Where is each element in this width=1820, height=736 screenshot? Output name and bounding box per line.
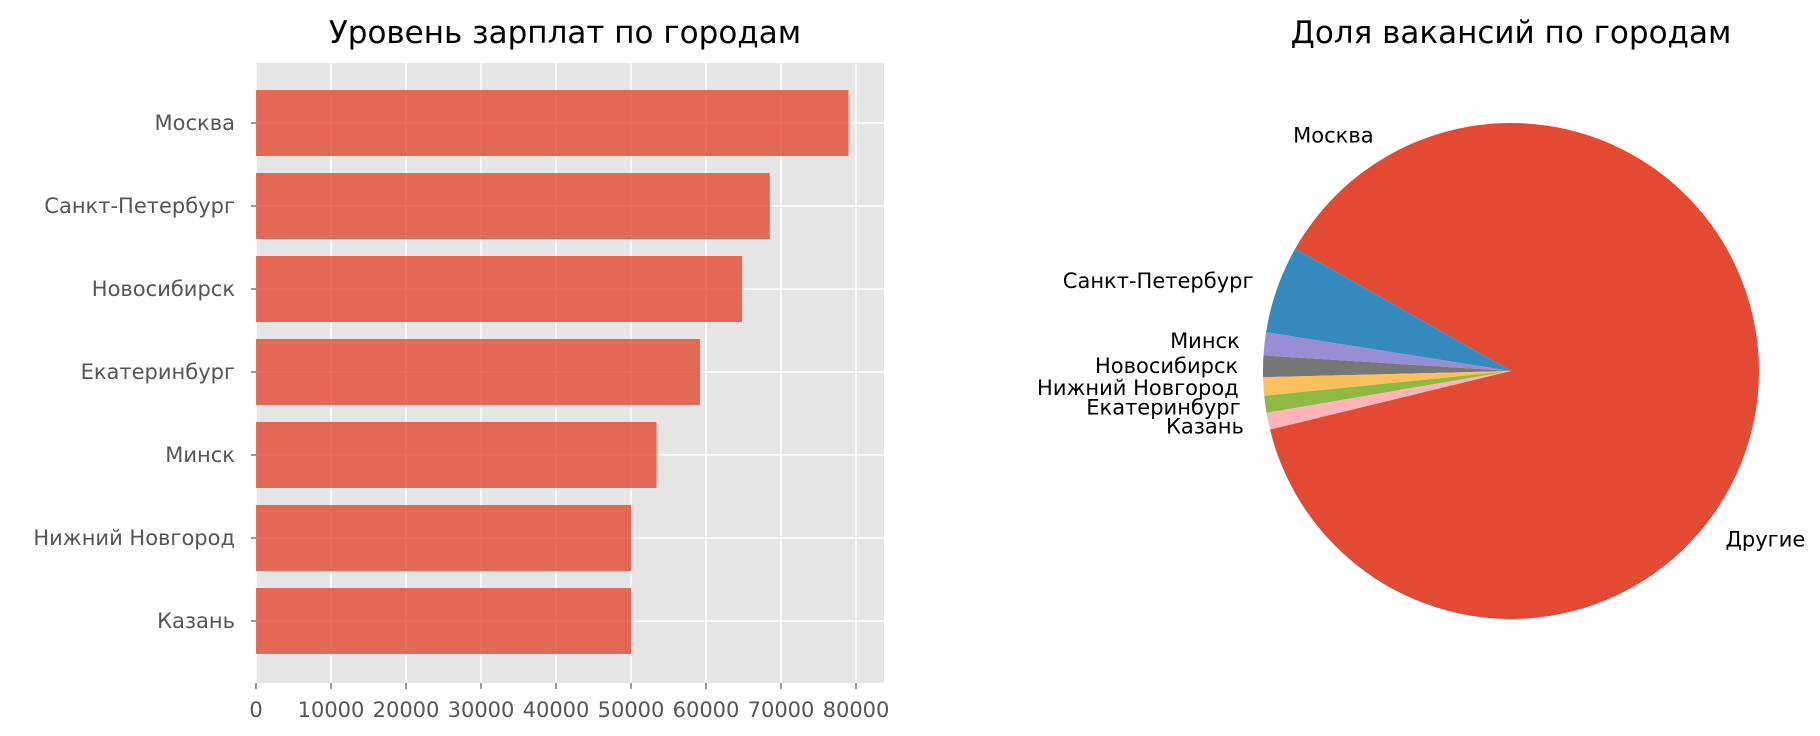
x-tick-labels: 0 10000 20000 30000 40000 50000 60000 70000 8000… xyxy=(249,683,889,722)
pie-slice-новосибирск xyxy=(1263,355,1511,378)
pie-label-нижний-новгород: Нижний Новгород xyxy=(1037,376,1239,400)
pie-slice-санкт-петербург xyxy=(1266,248,1511,371)
y-tick-label: Новосибирск xyxy=(92,277,235,301)
bar-санкт-петербург xyxy=(256,173,770,239)
pie-label-екатеринбург: Екатеринбург xyxy=(1086,396,1240,420)
bar-казань xyxy=(256,588,631,654)
pie-slice-нижний-новгород xyxy=(1263,371,1511,396)
x-tick-label: 10000 xyxy=(298,698,365,722)
x-tick-label: 20000 xyxy=(373,698,440,722)
pie-slice-екатеринбург xyxy=(1264,371,1511,413)
salary-bar-chart: Уровень зарплат по городам Москва Санкт-П… xyxy=(33,15,889,722)
y-tick-label: Москва xyxy=(155,111,235,135)
y-tick-label: Екатеринбург xyxy=(81,360,235,384)
pie-slice-другие xyxy=(1270,122,1760,619)
x-tick-label: 60000 xyxy=(673,698,740,722)
pie-label-минск: Минск xyxy=(1170,329,1240,353)
y-tick-label: Санкт-Петербург xyxy=(44,194,235,218)
y-tick-label: Казань xyxy=(157,609,235,633)
x-tick-label: 30000 xyxy=(448,698,515,722)
x-tick-label: 40000 xyxy=(523,698,590,722)
bar-москва xyxy=(256,90,849,156)
x-tick-label: 80000 xyxy=(823,698,890,722)
pie-slice-москва xyxy=(1295,123,1511,371)
pie-label-казань: Казань xyxy=(1166,414,1244,438)
y-tick-labels: Москва Санкт-Петербург Новосибирск Екатерин… xyxy=(33,111,256,633)
bar-нижний-новгород xyxy=(256,505,631,571)
bar-новосибирск xyxy=(256,256,742,322)
y-tick-label: Минск xyxy=(165,443,235,467)
x-tick-label: 0 xyxy=(249,698,262,722)
bar-chart-title: Уровень зарплат по городам xyxy=(329,15,801,51)
pie-label-санкт-петербург: Санкт-Петербург xyxy=(1063,269,1254,293)
bars xyxy=(256,90,849,654)
pie-slice-минск xyxy=(1263,332,1511,371)
bar-екатеринбург xyxy=(256,339,700,405)
x-tick-label: 70000 xyxy=(748,698,815,722)
bar-минск xyxy=(256,422,657,488)
pie-label-москва: Москва xyxy=(1293,123,1373,147)
pie-labels: Москва Санкт-Петербург МинскНовосибирскНиж… xyxy=(1037,123,1805,551)
vacancy-pie-chart: Доля вакансий по городам Москва Санкт-Пет… xyxy=(1037,15,1805,619)
pie-slice-казань xyxy=(1266,371,1511,430)
pie-chart-title: Доля вакансий по городам xyxy=(1291,15,1732,51)
pie-label-другие: Другие xyxy=(1726,528,1806,552)
pie-slices xyxy=(1263,122,1760,619)
x-tick-label: 50000 xyxy=(598,698,665,722)
pie-label-новосибирск: Новосибирск xyxy=(1095,354,1238,378)
y-tick-label: Нижний Новгород xyxy=(33,526,235,550)
